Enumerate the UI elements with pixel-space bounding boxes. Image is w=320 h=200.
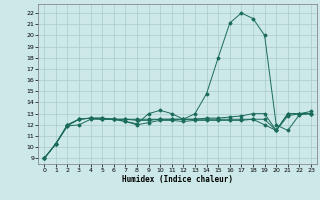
X-axis label: Humidex (Indice chaleur): Humidex (Indice chaleur): [122, 175, 233, 184]
